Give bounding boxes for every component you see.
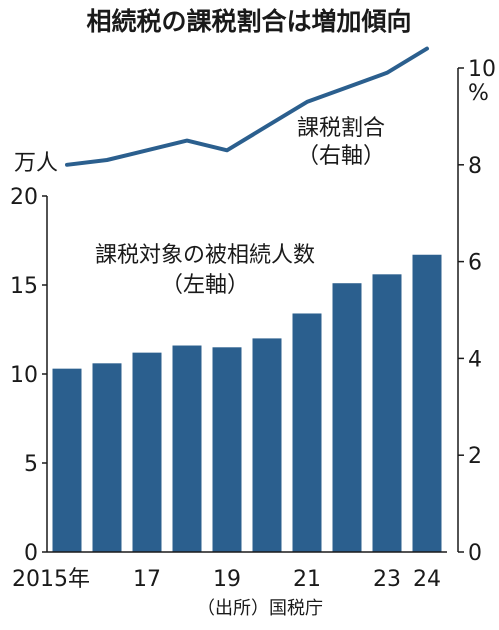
bar-2024	[412, 254, 442, 553]
left-tick-label: 15	[10, 274, 38, 299]
bar-2022	[332, 283, 362, 552]
right-tick-label: 10	[468, 57, 496, 82]
x-axis: 2015年 17 19 21 23 24	[12, 551, 447, 592]
x-tick-label: 2015年	[12, 567, 90, 592]
bar-series-label: 課税対象の被相続人数	[95, 243, 315, 268]
line-series-axis-note: （右軸）	[297, 144, 385, 169]
bar-2018	[172, 345, 202, 552]
line-series-label: 課税割合	[297, 116, 385, 141]
left-tick-label: 20	[10, 185, 38, 210]
bar-2020	[252, 338, 282, 552]
chart-title: 相続税の課税割合は増加傾向	[86, 7, 411, 36]
right-tick-label: 6	[468, 251, 482, 276]
bar-2015	[52, 368, 82, 552]
x-tick-label: 19	[213, 567, 241, 592]
x-tick-label: 17	[133, 567, 161, 592]
x-tick-label: 23	[373, 567, 401, 592]
bar-series	[52, 254, 442, 553]
left-axis-unit: 万人	[14, 151, 58, 176]
bar-series-axis-note: （左軸）	[161, 273, 249, 298]
right-tick-label: 4	[468, 347, 482, 372]
bar-2023	[372, 274, 402, 552]
right-tick-label: 2	[468, 444, 482, 469]
bar-2019	[212, 347, 242, 552]
bar-2017	[132, 352, 162, 552]
line-path	[65, 46, 429, 167]
bar-2021	[292, 313, 322, 552]
right-axis-unit: %	[468, 81, 489, 106]
right-tick-label: 0	[468, 541, 482, 566]
right-tick-label: 8	[468, 154, 482, 179]
right-axis: 0 2 4 6 8 10%	[457, 57, 496, 566]
line-series	[65, 46, 429, 167]
bar-2016	[92, 363, 122, 552]
left-tick-label: 0	[24, 541, 38, 566]
left-axis: 0 5 10 15 20	[10, 185, 48, 566]
x-tick-label: 21	[293, 567, 321, 592]
source-note: （出所）国税庁	[197, 598, 323, 619]
left-tick-label: 5	[24, 452, 38, 477]
x-tick-label: 24	[413, 567, 441, 592]
left-tick-label: 10	[10, 363, 38, 388]
